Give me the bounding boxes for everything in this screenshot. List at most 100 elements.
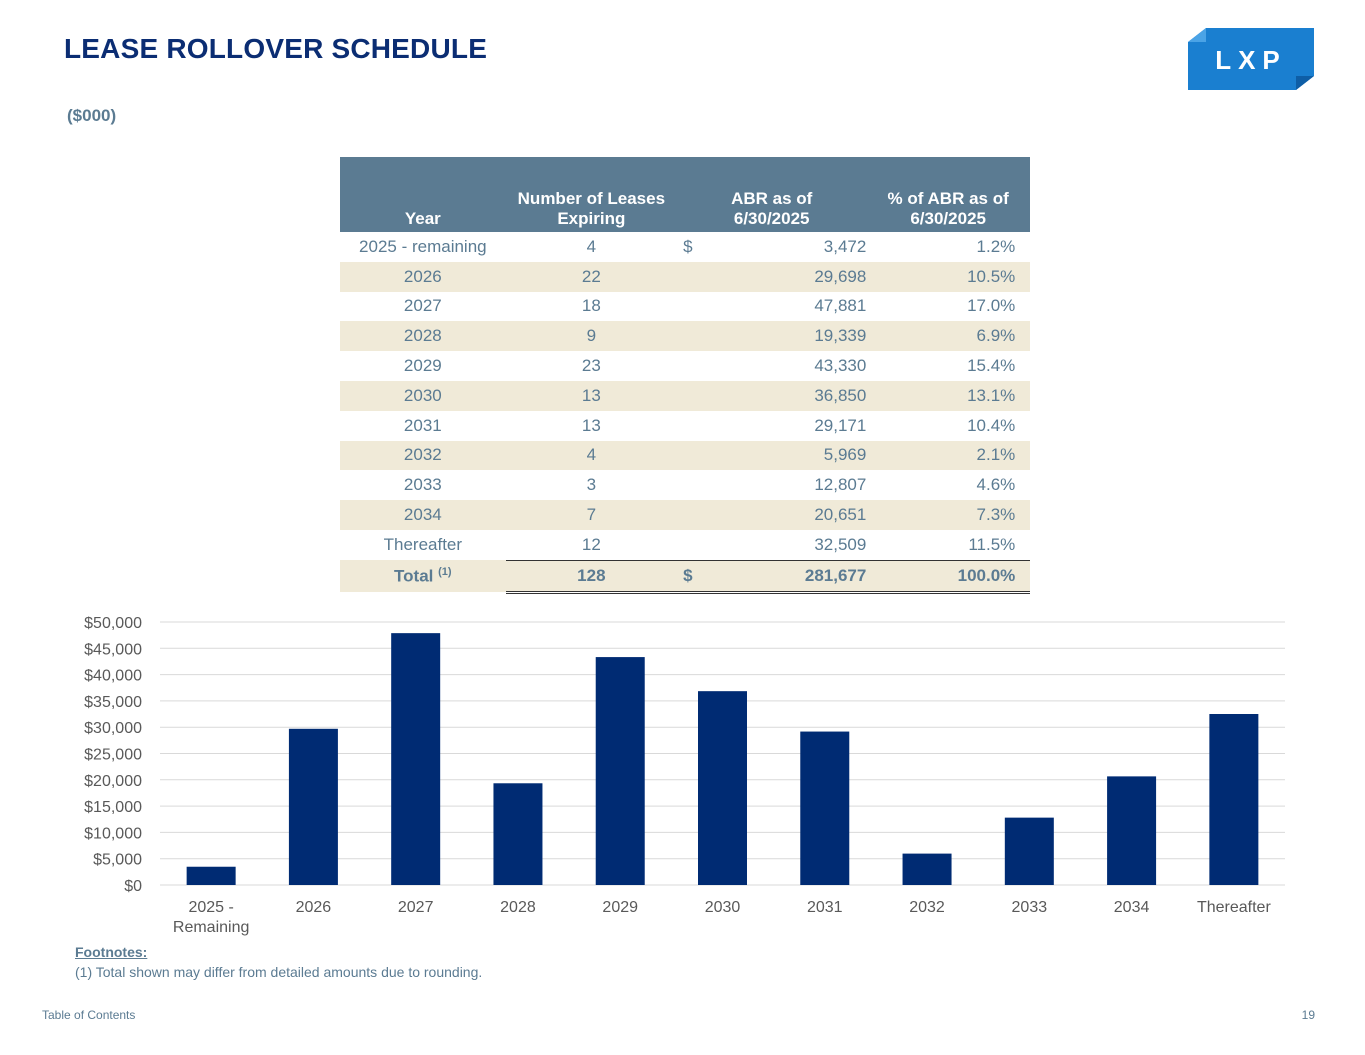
cell-leases: 22 xyxy=(505,261,678,292)
cell-pct-sign: % xyxy=(1000,236,1016,256)
cell-currency xyxy=(677,530,713,560)
y-tick-label: $50,000 xyxy=(84,615,142,632)
cell-currency xyxy=(677,380,713,411)
cell-total-pct: 100.0 xyxy=(866,559,1001,594)
cell-leases: 4 xyxy=(586,236,597,256)
cell-pct-sign: % xyxy=(1000,356,1016,376)
cell-pct: 10.4 xyxy=(967,415,1001,435)
x-tick-label: 2029 xyxy=(602,899,638,916)
lease-rollover-table: Year Number of Leases Expiring ABR as of 6… xyxy=(340,157,1030,594)
cell-year: 2027 xyxy=(403,296,442,316)
cell-pct: 1.2 xyxy=(976,236,1001,256)
cell-leases: 4 xyxy=(505,440,678,471)
cell-leases: 18 xyxy=(581,296,601,316)
bar xyxy=(1107,776,1157,885)
cell-total-pct-sign: % xyxy=(1000,559,1030,594)
cell-pct-sign: % xyxy=(1000,475,1016,495)
x-tick-label: 2028 xyxy=(500,899,536,916)
x-tick-label: 2031 xyxy=(807,899,843,916)
table-row: Thereafter 12 32,509 11.5% xyxy=(340,530,1030,560)
cell-leases: 13 xyxy=(581,415,601,435)
cell-currency xyxy=(677,500,713,530)
cell-pct-sign: % xyxy=(1000,440,1030,471)
bar xyxy=(288,728,338,885)
cell-leases: 13 xyxy=(505,380,678,411)
cell-abr: 43,330 xyxy=(814,356,867,376)
y-tick-label: $10,000 xyxy=(84,825,142,842)
x-tick-label: 2034 xyxy=(1114,899,1150,916)
page-title: LEASE ROLLOVER SCHEDULE xyxy=(64,33,488,64)
table-of-contents-link[interactable]: Table of Contents xyxy=(42,1008,136,1022)
cell-abr: 47,881 xyxy=(814,296,867,316)
y-tick-label: $0 xyxy=(124,878,142,895)
bar xyxy=(698,691,747,885)
cell-pct: 13.1 xyxy=(866,380,1001,411)
x-tick-label: 2025 - xyxy=(188,899,233,916)
cell-abr: 12,807 xyxy=(814,475,867,495)
cell-pct-sign: % xyxy=(1000,534,1016,554)
col-header-abr: ABR as of 6/30/2025 xyxy=(677,157,867,232)
cell-pct: 7.3 xyxy=(866,500,1001,530)
y-tick-label: $45,000 xyxy=(84,641,142,658)
cell-year: 2026 xyxy=(340,261,506,292)
cell-leases: 7 xyxy=(505,500,678,530)
total-label: Total xyxy=(394,566,434,586)
cell-abr: 5,969 xyxy=(712,440,867,471)
cell-pct: 10.5 xyxy=(866,261,1001,292)
cell-currency xyxy=(677,440,713,471)
cell-total-label: Total (1) xyxy=(340,560,506,593)
bar xyxy=(800,731,850,885)
cell-abr: 19,339 xyxy=(712,321,867,352)
bar xyxy=(186,866,236,885)
footnote-1: (1) Total shown may differ from detailed… xyxy=(75,964,483,980)
cell-total-abr: 281,677 xyxy=(712,559,867,594)
col-header-year: Year xyxy=(340,157,506,232)
cell-currency xyxy=(677,411,713,441)
col-header-pct: % of ABR as of 6/30/2025 xyxy=(866,157,1030,232)
cell-currency: $ xyxy=(683,236,693,256)
units-label: ($000) xyxy=(67,106,117,125)
cell-pct-sign: % xyxy=(1000,415,1016,435)
x-tick-label: 2027 xyxy=(398,899,434,916)
x-tick-label: 2030 xyxy=(705,899,741,916)
y-tick-label: $15,000 xyxy=(84,799,142,816)
cell-abr: 29,171 xyxy=(814,415,867,435)
footnotes-label: Footnotes: xyxy=(75,944,148,960)
cell-abr: 32,509 xyxy=(814,534,867,554)
cell-pct: 4.6 xyxy=(976,475,1001,495)
footnote-ref: (1) xyxy=(438,565,452,578)
table-row: 2028 9 19,339 6.9% xyxy=(340,321,1030,352)
cell-year: 2031 xyxy=(403,415,442,435)
cell-currency xyxy=(677,292,713,322)
table-row: 2031 13 29,171 10.4% xyxy=(340,411,1030,441)
y-tick-label: $5,000 xyxy=(93,852,142,869)
cell-year: 2033 xyxy=(403,475,442,495)
cell-pct: 17.0 xyxy=(967,296,1001,316)
table-row: 2027 18 47,881 17.0% xyxy=(340,292,1030,322)
table-row: 2030 13 36,850 13.1% xyxy=(340,380,1030,411)
x-tick-label: 2033 xyxy=(1012,899,1048,916)
bar xyxy=(493,783,543,885)
bar xyxy=(902,853,952,885)
bar xyxy=(1209,714,1259,885)
cell-year: 2028 xyxy=(340,321,506,352)
cell-year: 2030 xyxy=(340,380,506,411)
bar xyxy=(595,657,645,885)
y-tick-label: $25,000 xyxy=(84,747,142,764)
x-tick-label: 2032 xyxy=(909,899,945,916)
cell-leases: 3 xyxy=(586,475,597,495)
logo-text: LXP xyxy=(1215,45,1287,75)
x-tick-label: Thereafter xyxy=(1197,899,1271,916)
cell-pct-sign: % xyxy=(1000,321,1030,352)
y-tick-label: $35,000 xyxy=(84,694,142,711)
cell-pct: 2.1 xyxy=(866,440,1001,471)
cell-pct-sign: % xyxy=(1000,500,1030,530)
y-tick-label: $40,000 xyxy=(84,668,142,685)
cell-pct-sign: % xyxy=(1000,296,1016,316)
bar xyxy=(391,633,441,885)
lxp-logo: LXP xyxy=(1188,28,1314,90)
cell-year: 2029 xyxy=(403,356,442,376)
cell-abr: 29,698 xyxy=(712,261,867,292)
cell-leases: 23 xyxy=(581,356,601,376)
x-tick-label: Remaining xyxy=(173,919,249,936)
